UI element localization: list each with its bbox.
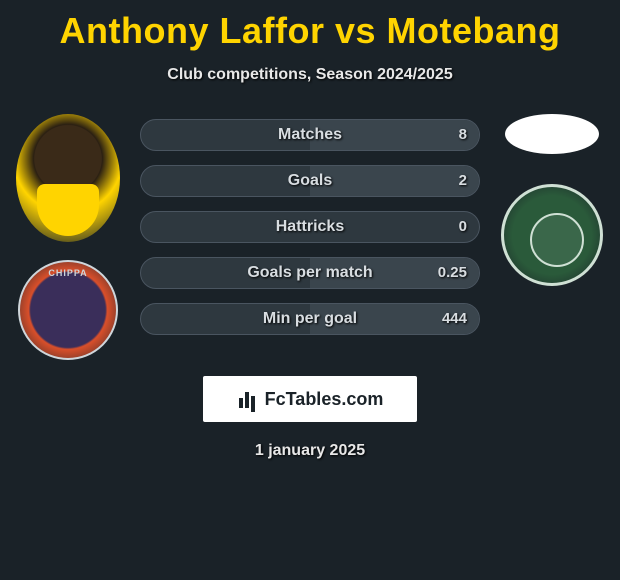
- stat-label: Hattricks: [141, 212, 479, 242]
- stat-row: Goals per match0.25: [140, 257, 480, 289]
- date-text: 1 january 2025: [0, 442, 620, 460]
- stat-row: Hattricks0: [140, 211, 480, 243]
- stat-value-right: 444: [442, 304, 467, 334]
- comparison-panel: Matches8Goals2Hattricks0Goals per match0…: [0, 114, 620, 354]
- right-club-crest: [501, 184, 603, 286]
- right-player-column: [492, 114, 612, 286]
- branding-badge: FcTables.com: [203, 376, 417, 422]
- stat-row: Matches8: [140, 119, 480, 151]
- left-club-crest: [18, 260, 118, 360]
- stat-value-right: 0: [459, 212, 467, 242]
- stat-value-right: 2: [459, 166, 467, 196]
- left-player-photo: [16, 114, 120, 242]
- stat-row: Min per goal444: [140, 303, 480, 335]
- stat-label: Min per goal: [141, 304, 479, 334]
- right-player-photo: [505, 114, 599, 154]
- stat-value-right: 0.25: [438, 258, 467, 288]
- stat-value-right: 8: [459, 120, 467, 150]
- stat-label: Goals per match: [141, 258, 479, 288]
- stat-bars: Matches8Goals2Hattricks0Goals per match0…: [140, 119, 480, 349]
- page-title: Anthony Laffor vs Motebang: [0, 0, 620, 52]
- left-player-column: [8, 114, 128, 360]
- stat-label: Matches: [141, 120, 479, 150]
- stat-row: Goals2: [140, 165, 480, 197]
- subtitle: Club competitions, Season 2024/2025: [0, 66, 620, 84]
- branding-text: FcTables.com: [265, 389, 384, 410]
- fctables-icon: [237, 388, 259, 410]
- stat-label: Goals: [141, 166, 479, 196]
